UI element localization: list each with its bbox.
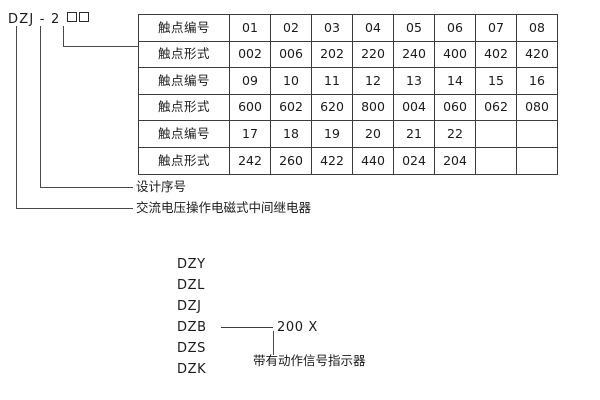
table-cell: 620 [311, 93, 353, 122]
model-code-dash: - [39, 12, 46, 27]
list-item: DZJ [177, 296, 207, 317]
row-label: 触点编号 [138, 120, 230, 148]
series-connector-line [221, 327, 273, 328]
row-label: 触点形式 [138, 146, 230, 175]
list-item: DZS [177, 338, 207, 359]
table-cell: 05 [393, 14, 435, 42]
list-item: DZK [177, 359, 207, 380]
series-suffix: 200 X [277, 320, 318, 335]
series-code: DZK [177, 362, 207, 377]
table-cell: 07 [475, 14, 517, 42]
row-label: 触点形式 [138, 40, 230, 69]
series-code: DZL [177, 278, 205, 293]
list-item: DZL [177, 275, 207, 296]
list-item: DZY [177, 254, 207, 275]
table-cell: 12 [352, 67, 394, 95]
table-cell: 420 [516, 40, 558, 69]
model-code-prefix: DZJ [8, 12, 35, 27]
table-cell: 080 [516, 93, 558, 122]
row-label: 触点形式 [138, 93, 230, 122]
series-code: DZS [177, 341, 206, 356]
table-cell: 02 [270, 14, 312, 42]
list-item: DZB 200 X [177, 317, 317, 338]
table-cell: 15 [475, 67, 517, 95]
table-cell: 062 [475, 93, 517, 122]
table-cell: 602 [270, 93, 312, 122]
table-cell: 22 [434, 120, 476, 148]
table-row: 触点编号 09 10 11 12 13 14 15 16 [138, 67, 558, 95]
table-cell: 11 [311, 67, 353, 95]
table-cell: 402 [475, 40, 517, 69]
contact-spec-callout-stem [63, 26, 64, 46]
table-cell: 20 [352, 120, 394, 148]
row-label: 触点编号 [138, 14, 230, 42]
table-cell: 19 [311, 120, 353, 148]
table-cell: 240 [393, 40, 435, 69]
table-row: 触点编号 17 18 19 20 21 22 [138, 120, 558, 148]
table-cell: 600 [229, 93, 271, 122]
table-cell: 01 [229, 14, 271, 42]
table-cell: 440 [352, 146, 394, 175]
table-cell [475, 146, 517, 175]
table-cell: 422 [311, 146, 353, 175]
table-cell: 004 [393, 93, 435, 122]
table-row: 触点形式 002 006 202 220 240 400 402 420 [138, 40, 558, 69]
series-code-list: DZY DZL DZJ DZB 200 X DZS DZK [177, 254, 317, 380]
table-cell: 204 [434, 146, 476, 175]
table-cell: 18 [270, 120, 312, 148]
row-label: 触点编号 [138, 67, 230, 95]
contact-code-table: 触点编号 01 02 03 04 05 06 07 08 触点形式 002 00… [138, 14, 558, 175]
table-cell: 242 [229, 146, 271, 175]
table-cell: 202 [311, 40, 353, 69]
series-code: DZY [177, 257, 206, 272]
product-name-label: 交流电压操作电磁式中间继电器 [136, 200, 312, 215]
table-cell: 21 [393, 120, 435, 148]
table-row: 触点编号 01 02 03 04 05 06 07 08 [138, 14, 558, 42]
table-cell: 13 [393, 67, 435, 95]
table-cell: 024 [393, 146, 435, 175]
table-cell: 10 [270, 67, 312, 95]
table-cell: 800 [352, 93, 394, 122]
table-cell: 002 [229, 40, 271, 69]
table-cell: 03 [311, 14, 353, 42]
product-name-callout-arm [16, 208, 133, 209]
table-cell: 400 [434, 40, 476, 69]
table-cell: 16 [516, 67, 558, 95]
table-cell [516, 120, 558, 148]
model-code-box-1 [66, 12, 77, 22]
table-cell: 260 [270, 146, 312, 175]
table-cell: 09 [229, 67, 271, 95]
design-serial-label: 设计序号 [136, 179, 187, 194]
table-cell: 220 [352, 40, 394, 69]
table-cell: 006 [270, 40, 312, 69]
table-cell: 08 [516, 14, 558, 42]
table-cell: 060 [434, 93, 476, 122]
signal-indicator-callout-stem [273, 331, 274, 355]
table-cell: 14 [434, 67, 476, 95]
design-serial-callout-stem [40, 26, 41, 187]
table-cell: 06 [434, 14, 476, 42]
model-code-box-2 [78, 12, 89, 22]
signal-indicator-note: 带有动作信号指示器 [253, 353, 366, 368]
series-code: DZJ [177, 299, 202, 314]
table-row: 触点形式 600 602 620 800 004 060 062 080 [138, 93, 558, 122]
table-cell: 04 [352, 14, 394, 42]
table-cell [475, 120, 517, 148]
table-cell [516, 146, 558, 175]
contact-spec-callout-arm [63, 46, 138, 47]
model-code-series-digit: 2 [50, 12, 61, 27]
model-code: DZJ - 2 [8, 12, 90, 27]
table-row: 触点形式 242 260 422 440 024 204 [138, 146, 558, 175]
table-cell: 17 [229, 120, 271, 148]
series-code: DZB [177, 320, 207, 335]
design-serial-callout-arm [40, 187, 133, 188]
product-name-callout-stem [16, 26, 17, 208]
